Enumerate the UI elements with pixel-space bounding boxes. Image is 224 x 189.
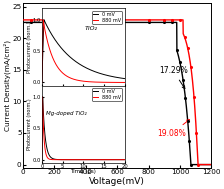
Point bbox=[29, 18, 33, 21]
Point bbox=[170, 21, 174, 24]
Point bbox=[181, 78, 185, 81]
Point bbox=[196, 163, 200, 166]
Text: 19.08%: 19.08% bbox=[157, 120, 190, 138]
Point bbox=[162, 18, 166, 21]
Point bbox=[115, 18, 119, 21]
Point bbox=[53, 18, 56, 21]
Point bbox=[147, 21, 150, 24]
Point bbox=[53, 21, 56, 24]
Point bbox=[186, 120, 190, 123]
Point bbox=[187, 139, 191, 143]
Point bbox=[162, 21, 166, 24]
Text: 17.29%: 17.29% bbox=[159, 66, 187, 89]
Point bbox=[115, 21, 119, 24]
Point bbox=[186, 47, 190, 50]
Point bbox=[195, 131, 198, 134]
Y-axis label: Current Density(mA/cm²): Current Density(mA/cm²) bbox=[4, 40, 11, 131]
Point bbox=[192, 96, 196, 99]
Point bbox=[189, 163, 193, 166]
X-axis label: Voltage(mV): Voltage(mV) bbox=[89, 177, 145, 186]
Point bbox=[170, 18, 174, 21]
Point bbox=[189, 65, 193, 68]
Point bbox=[178, 18, 182, 21]
Point bbox=[147, 18, 150, 21]
Point bbox=[29, 21, 33, 24]
Point bbox=[178, 61, 182, 64]
Point bbox=[175, 49, 179, 52]
Point bbox=[183, 36, 186, 39]
Point bbox=[184, 96, 187, 99]
Point bbox=[84, 21, 88, 24]
Point bbox=[84, 18, 88, 21]
